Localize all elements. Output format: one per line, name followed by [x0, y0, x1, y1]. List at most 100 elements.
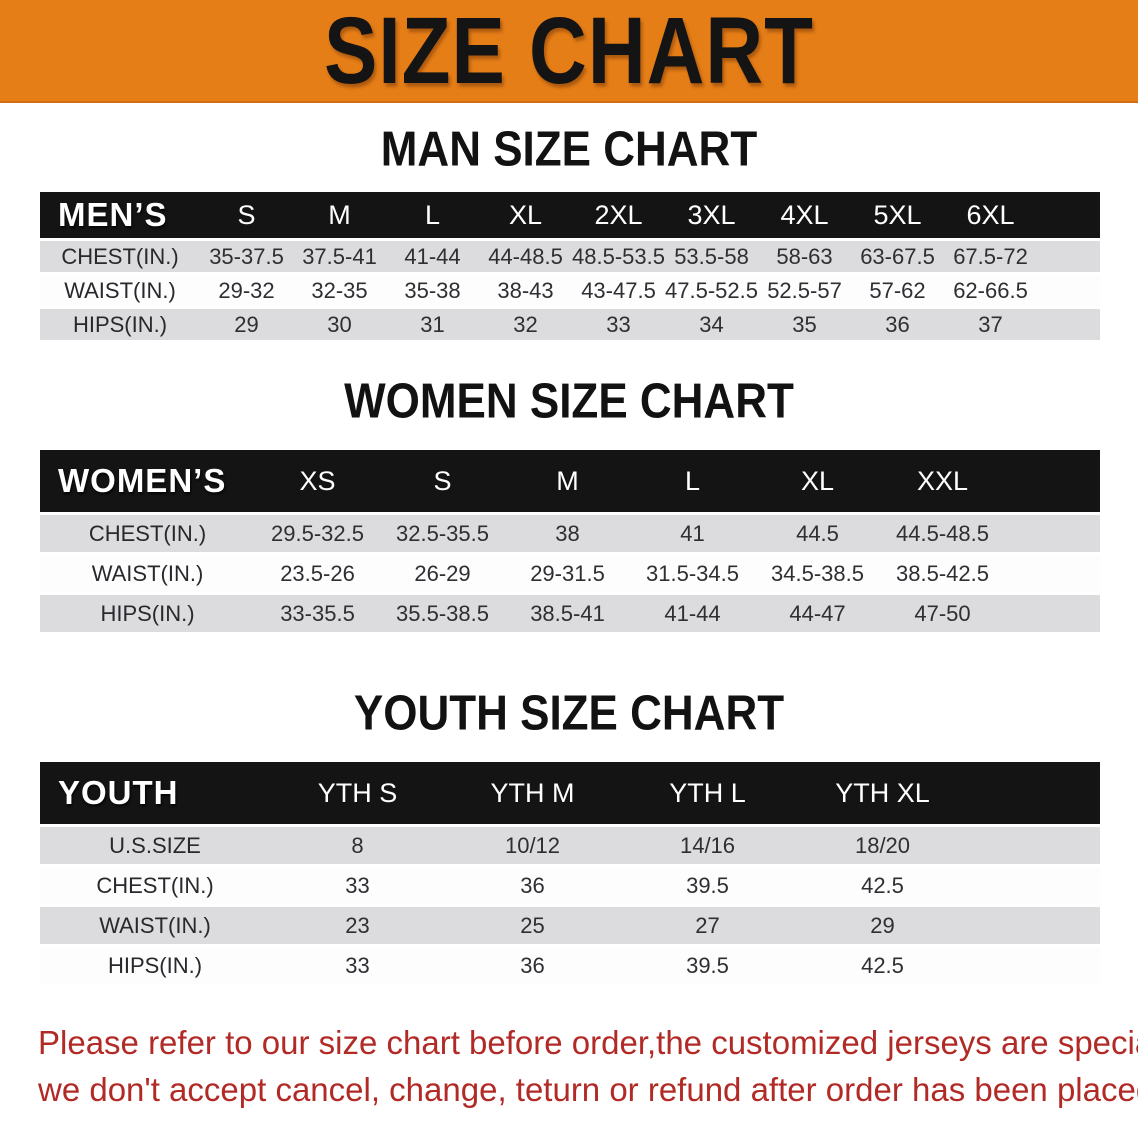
- column-header: 6XL: [944, 192, 1037, 238]
- row-label: WAIST(IN.): [40, 555, 255, 592]
- cell-value: 39.5: [620, 867, 795, 904]
- cell-value: 30: [293, 309, 386, 340]
- row-label: CHEST(IN.): [40, 241, 200, 272]
- column-header: YTH M: [445, 762, 620, 824]
- cell-value: 36: [445, 867, 620, 904]
- cell-value: 29: [200, 309, 293, 340]
- cell-value: 41: [630, 515, 755, 552]
- cell-value: 58-63: [758, 241, 851, 272]
- cell-value: 67.5-72: [944, 241, 1037, 272]
- cell-value: 44-47: [755, 595, 880, 632]
- cell-value: 38: [505, 515, 630, 552]
- cell-value: 35.5-38.5: [380, 595, 505, 632]
- cell-value: 47-50: [880, 595, 1005, 632]
- disclaimer-line-1: Please refer to our size chart before or…: [38, 1024, 1138, 1061]
- row-filler: [1005, 555, 1100, 592]
- cell-value: 62-66.5: [944, 275, 1037, 306]
- header-filler: [970, 762, 1100, 824]
- table-row: WAIST(IN.) 29-32 32-35 35-38 38-43 43-47.5 47.…: [40, 275, 1100, 306]
- column-header: S: [380, 450, 505, 512]
- header-filler: [1005, 450, 1100, 512]
- cell-value: 33: [270, 947, 445, 984]
- cell-value: 29-31.5: [505, 555, 630, 592]
- column-header: M: [505, 450, 630, 512]
- row-label: HIPS(IN.): [40, 595, 255, 632]
- table-row: CHEST(IN.) 35-37.5 37.5-41 41-44 44-48.5 48.5…: [40, 241, 1100, 272]
- cell-value: 34: [665, 309, 758, 340]
- cell-value: 42.5: [795, 867, 970, 904]
- row-label: U.S.SIZE: [40, 827, 270, 864]
- table-row: U.S.SIZE 8 10/12 14/16 18/20: [40, 827, 1100, 864]
- cell-value: 43-47.5: [572, 275, 665, 306]
- cell-value: 29: [795, 907, 970, 944]
- cell-value: 36: [851, 309, 944, 340]
- column-header: 4XL: [758, 192, 851, 238]
- row-label: HIPS(IN.): [40, 309, 200, 340]
- column-header: XL: [755, 450, 880, 512]
- cell-value: 29.5-32.5: [255, 515, 380, 552]
- cell-value: 38-43: [479, 275, 572, 306]
- column-header: 5XL: [851, 192, 944, 238]
- table-category-label: MEN’S: [40, 192, 200, 238]
- banner-title: SIZE CHART: [324, 0, 814, 103]
- row-label: CHEST(IN.): [40, 515, 255, 552]
- table-row: HIPS(IN.) 33 36 39.5 42.5: [40, 947, 1100, 984]
- cell-value: 41-44: [386, 241, 479, 272]
- row-filler: [970, 827, 1100, 864]
- cell-value: 32.5-35.5: [380, 515, 505, 552]
- cell-value: 10/12: [445, 827, 620, 864]
- man-size-chart-title: MAN SIZE CHART: [380, 122, 758, 177]
- disclaimer-line-2: we don't accept cancel, change, teturn o…: [38, 1071, 1138, 1108]
- cell-value: 39.5: [620, 947, 795, 984]
- youth-section-heading: YOUTH SIZE CHART: [0, 686, 1138, 741]
- man-section-heading: MAN SIZE CHART: [0, 122, 1138, 177]
- cell-value: 48.5-53.5: [572, 241, 665, 272]
- column-header: L: [630, 450, 755, 512]
- cell-value: 26-29: [380, 555, 505, 592]
- column-header: YTH L: [620, 762, 795, 824]
- cell-value: 42.5: [795, 947, 970, 984]
- cell-value: 34.5-38.5: [755, 555, 880, 592]
- cell-value: 47.5-52.5: [665, 275, 758, 306]
- cell-value: 23.5-26: [255, 555, 380, 592]
- women-size-table: WOMEN’S XS S M L XL XXL CHEST(IN.) 29.5-32.5 32.5…: [40, 447, 1100, 635]
- cell-value: 18/20: [795, 827, 970, 864]
- cell-value: 52.5-57: [758, 275, 851, 306]
- column-header: YTH XL: [795, 762, 970, 824]
- column-header: YTH S: [270, 762, 445, 824]
- table-header-row: WOMEN’S XS S M L XL XXL: [40, 450, 1100, 512]
- cell-value: 44.5-48.5: [880, 515, 1005, 552]
- table-row: CHEST(IN.) 29.5-32.5 32.5-35.5 38 41 44.5 44.5…: [40, 515, 1100, 552]
- column-header: XL: [479, 192, 572, 238]
- row-filler: [1037, 309, 1100, 340]
- cell-value: 31.5-34.5: [630, 555, 755, 592]
- row-filler: [1005, 595, 1100, 632]
- table-category-label: WOMEN’S: [40, 450, 255, 512]
- cell-value: 38.5-41: [505, 595, 630, 632]
- cell-value: 36: [445, 947, 620, 984]
- table-row: WAIST(IN.) 23.5-26 26-29 29-31.5 31.5-34.5 34…: [40, 555, 1100, 592]
- cell-value: 27: [620, 907, 795, 944]
- table-header-row: YOUTH YTH S YTH M YTH L YTH XL: [40, 762, 1100, 824]
- table-row: HIPS(IN.) 29 30 31 32 33 34 35 36 37: [40, 309, 1100, 340]
- cell-value: 33: [572, 309, 665, 340]
- cell-value: 35-37.5: [200, 241, 293, 272]
- women-section-heading: WOMEN SIZE CHART: [0, 374, 1138, 429]
- cell-value: 35-38: [386, 275, 479, 306]
- cell-value: 41-44: [630, 595, 755, 632]
- cell-value: 44.5: [755, 515, 880, 552]
- column-header: 2XL: [572, 192, 665, 238]
- header-filler: [1037, 192, 1100, 238]
- column-header: L: [386, 192, 479, 238]
- disclaimer-text: Please refer to our size chart before or…: [38, 1019, 1138, 1113]
- cell-value: 32: [479, 309, 572, 340]
- row-label: CHEST(IN.): [40, 867, 270, 904]
- column-header: 3XL: [665, 192, 758, 238]
- row-filler: [1037, 241, 1100, 272]
- row-label: WAIST(IN.): [40, 907, 270, 944]
- youth-size-table: YOUTH YTH S YTH M YTH L YTH XL U.S.SIZE 8 10/12…: [40, 759, 1100, 987]
- cell-value: 14/16: [620, 827, 795, 864]
- table-row: HIPS(IN.) 33-35.5 35.5-38.5 38.5-41 41-44 44-…: [40, 595, 1100, 632]
- cell-value: 33-35.5: [255, 595, 380, 632]
- youth-size-chart-title: YOUTH SIZE CHART: [353, 686, 785, 741]
